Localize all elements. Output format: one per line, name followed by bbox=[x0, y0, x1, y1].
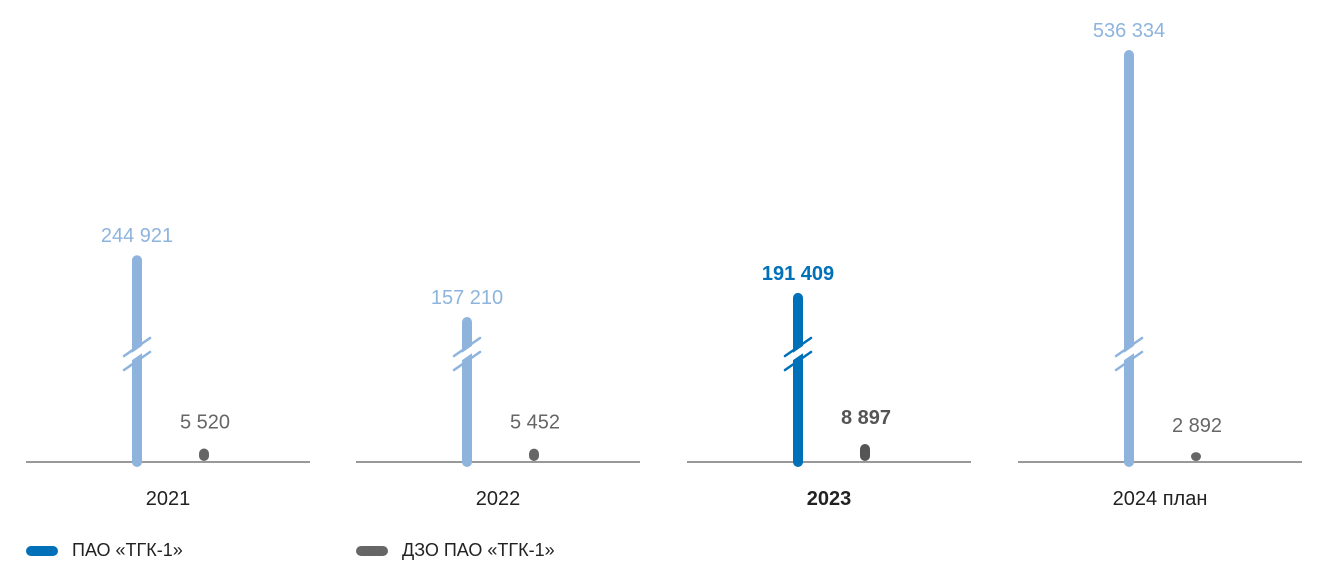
axis-break-mark bbox=[783, 336, 813, 358]
bar-dzo bbox=[199, 448, 209, 461]
axis-break-gap bbox=[783, 341, 813, 365]
category-label: 2021 bbox=[146, 488, 191, 510]
value-label-dzo: 5 452 bbox=[510, 412, 560, 434]
value-label-dzo: 5 520 bbox=[180, 412, 230, 434]
value-label-tgk1: 244 921 bbox=[101, 225, 173, 247]
value-label-tgk1: 191 409 bbox=[762, 263, 834, 285]
axis-break-mark bbox=[783, 350, 813, 372]
axis-break-mark bbox=[452, 336, 482, 358]
category-label: 2023 bbox=[807, 488, 852, 510]
value-label-tgk1: 157 210 bbox=[431, 287, 503, 309]
legend-label-tgk1: ПАО «ТГК-1» bbox=[72, 540, 183, 560]
axis-break-mark bbox=[122, 336, 152, 358]
value-label-dzo: 2 892 bbox=[1172, 415, 1222, 437]
value-label-dzo: 8 897 bbox=[841, 407, 891, 429]
bar-chart: 244 921 5 520 2021 157 210 5 452 2022 191 409 8… bbox=[26, 20, 1302, 510]
category-label: 2024 план bbox=[1113, 488, 1208, 510]
axis-break-mark bbox=[122, 350, 152, 372]
legend-swatch-tgk1 bbox=[26, 545, 58, 556]
bar-dzo bbox=[1191, 452, 1201, 461]
axis-break-gap bbox=[122, 341, 152, 365]
axis-break-mark bbox=[1114, 350, 1144, 372]
legend-swatch-dzo bbox=[356, 545, 388, 556]
category-label: 2022 bbox=[476, 488, 521, 510]
legend-item-dzo: ДЗО ПАО «ТГК-1» bbox=[356, 540, 555, 561]
bar-dzo bbox=[529, 448, 539, 461]
axis-break-gap bbox=[1114, 341, 1144, 365]
axis-break-mark bbox=[1114, 336, 1144, 358]
bar-dzo bbox=[860, 444, 870, 461]
legend-label-dzo: ДЗО ПАО «ТГК-1» bbox=[402, 540, 555, 560]
axis-break-gap bbox=[452, 341, 482, 365]
axis-break-mark bbox=[452, 350, 482, 372]
legend-item-tgk1: ПАО «ТГК-1» bbox=[26, 540, 183, 561]
value-label-tgk1: 536 334 bbox=[1093, 20, 1165, 42]
